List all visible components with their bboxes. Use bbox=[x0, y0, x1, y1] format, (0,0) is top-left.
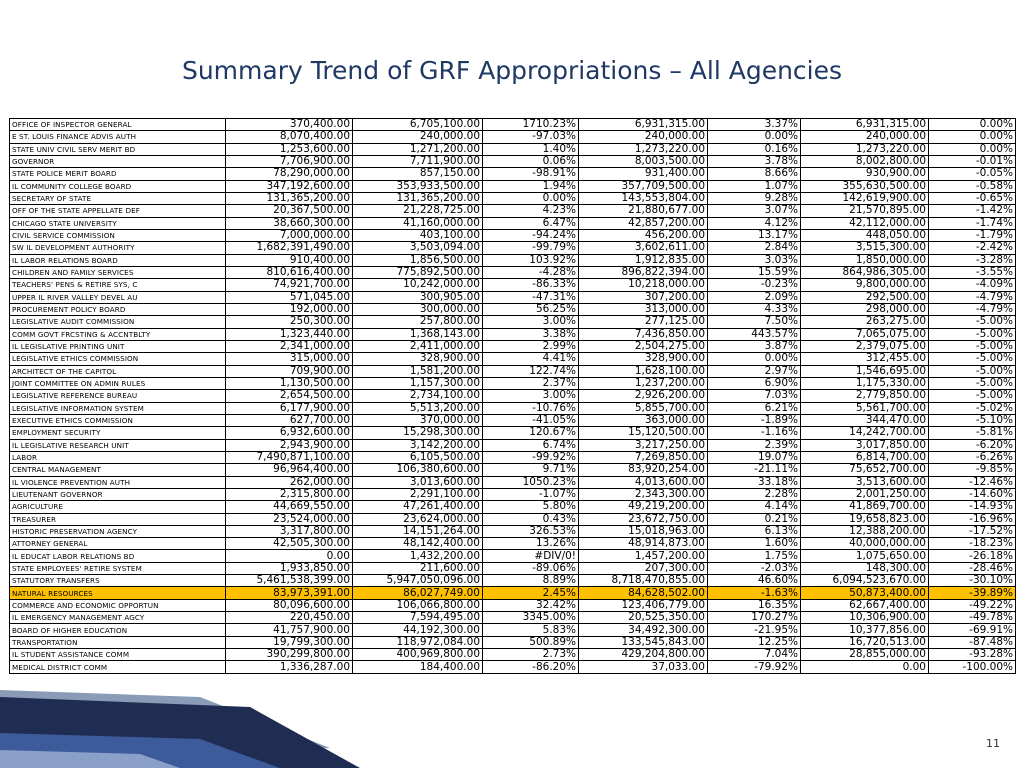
table-row: ARCHITECT OF THE CAPITOL 709,900.00 1,581,… bbox=[9, 364, 1016, 378]
table-row: IL COMMUNITY COLLEGE BOARD 347,192,600.00… bbox=[9, 179, 1016, 193]
table-row: OFF OF THE STATE APPELLATE DEF 20,367,500… bbox=[9, 204, 1016, 218]
table-row: GOVERNOR 7,706,900.00 7,711,900.00 0.06% 8,0… bbox=[9, 154, 1016, 169]
table-row: IL EDUCAT LABOR RELATIONS BD 0.00 1,432,20… bbox=[9, 549, 1016, 563]
table-row: UPPER IL RIVER VALLEY DEVEL AU 571,045.00… bbox=[9, 290, 1016, 304]
table-row: STATE POLICE MERIT BOARD 78,290,000.00 857… bbox=[9, 167, 1016, 181]
table-row: EMPLOYMENT SECURITY 6,932,600.00 15,298,30… bbox=[9, 426, 1016, 440]
table-row: TREASURER 23,524,000.00 23,624,000.00 0.43%… bbox=[9, 512, 1016, 526]
table-row: TEACHERS' PENS & RETIRE SYS, C 74,921,700… bbox=[9, 278, 1016, 292]
table-row: BOARD OF HIGHER EDUCATION 41,757,900.00 44… bbox=[9, 623, 1016, 637]
change-c-d-pct-cell: -39.89% bbox=[928, 586, 1016, 600]
table-row: AGRICULTURE 44,669,550.00 47,261,400.00 5.8… bbox=[9, 500, 1016, 514]
table-row: CENTRAL MANAGEMENT 96,964,400.00 106,380,6… bbox=[9, 463, 1016, 477]
table-row: STATE UNIV CIVIL SERV MERIT BD 1,253,600.… bbox=[9, 142, 1016, 156]
table-row: IL EMERGENCY MANAGEMENT AGCY 220,450.00 7,… bbox=[9, 611, 1016, 625]
table-row: JOINT COMMITTEE ON ADMIN RULES 1,130,500.… bbox=[9, 376, 1016, 391]
table-row: LIEUTENANT GOVERNOR 2,315,800.00 2,291,100… bbox=[9, 487, 1016, 502]
page-number: 11 bbox=[986, 737, 1000, 750]
table-row: COMM GOVT FRCSTING & ACCNTBLTY 1,323,440.… bbox=[9, 327, 1016, 341]
table-row: IL VIOLENCE PREVENTION AUTH 262,000.00 3,0… bbox=[9, 475, 1016, 489]
table-row: COMMERCE AND ECONOMIC OPPORTUN 80,096,600… bbox=[9, 598, 1016, 613]
table-body: OFFICE OF INSPECTOR GENERAL 370,400.00 6,7… bbox=[9, 117, 1016, 674]
change-c-d-pct-cell: -5.00% bbox=[928, 376, 1016, 391]
change-c-d-pct-cell: -5.00% bbox=[928, 339, 1016, 354]
table-row: SW IL DEVELOPMENT AUTHORITY 1,682,391,490… bbox=[9, 241, 1016, 255]
change-a-b-pct-cell: -86.20% bbox=[482, 660, 579, 674]
table-row: LEGISLATIVE ETHICS COMMISSION 315,000.00 3… bbox=[9, 352, 1016, 366]
table-row: MEDICAL DISTRICT COMM 1,336,287.00 184,400… bbox=[9, 660, 1016, 674]
table-row: STATUTORY TRANSFERS 5,461,538,399.00 5,947… bbox=[9, 574, 1016, 588]
agency-name-cell: NATURAL RESOURCES bbox=[9, 586, 226, 600]
slide-title: Summary Trend of GRF Appropriations – Al… bbox=[181, 56, 843, 85]
change-c-d-pct-cell: -1.42% bbox=[928, 204, 1016, 218]
fy-c-amount-cell: 84,628,502.00 bbox=[578, 586, 708, 600]
appropriations-table: OFFICE OF INSPECTOR GENERAL 370,400.00 6,7… bbox=[9, 117, 1016, 674]
table-row: LEGISLATIVE REFERENCE BUREAU 2,654,500.00… bbox=[9, 389, 1016, 403]
table-row: SECRETARY OF STATE 131,365,200.00 131,365,… bbox=[9, 191, 1016, 206]
table-row: IL LEGISLATIVE PRINTING UNIT 2,341,000.00… bbox=[9, 339, 1016, 354]
change-c-d-pct-cell: -100.00% bbox=[928, 660, 1016, 674]
